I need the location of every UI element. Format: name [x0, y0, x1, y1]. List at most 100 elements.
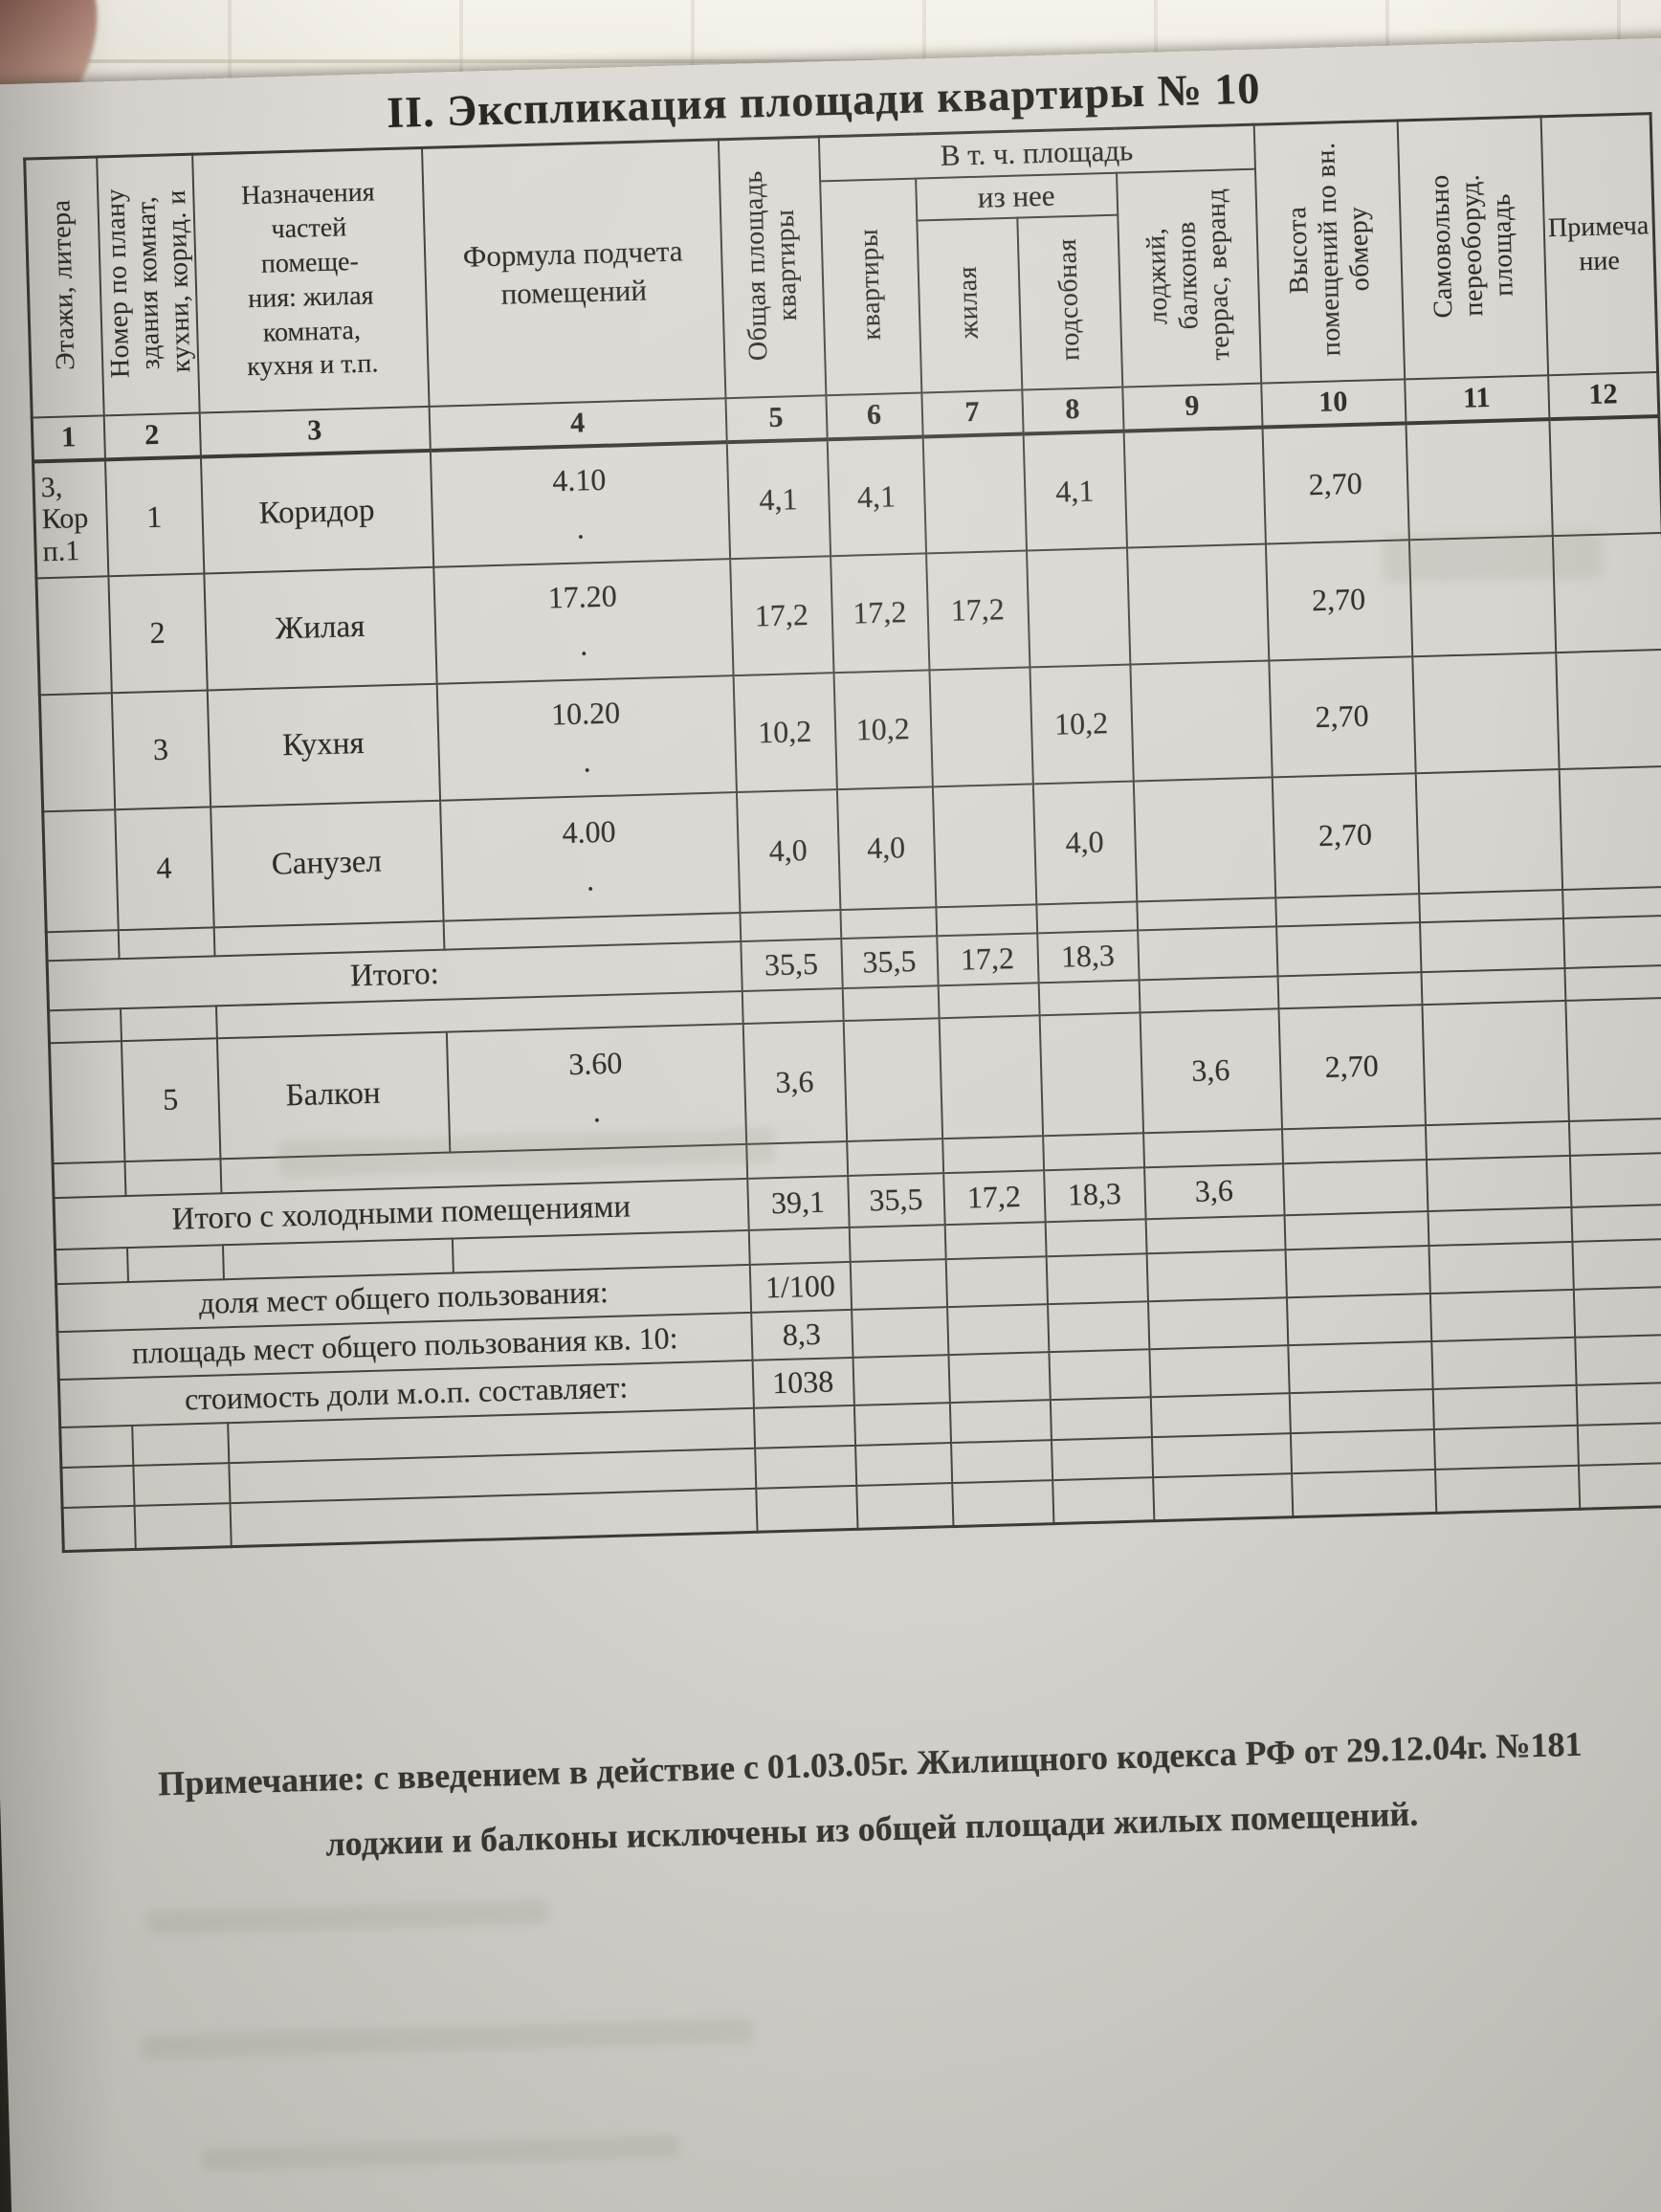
unauthorized-area-cell [1411, 652, 1560, 773]
empty-cell [1277, 971, 1422, 1008]
living-area-cell [928, 666, 1033, 786]
column-number: 3 [199, 406, 431, 457]
empty-cell [839, 906, 937, 939]
share-value-cell: 1/100 [749, 1261, 852, 1313]
column-number: 2 [103, 412, 201, 459]
empty-cell [55, 1247, 128, 1284]
total-area-cell: 35,5 [740, 938, 843, 991]
page-content: II. Экспликация площади квартиры № 10 Эт… [0, 35, 1661, 1887]
empty-cell [938, 982, 1040, 1018]
empty-cell [1042, 1132, 1144, 1170]
empty-cell [1421, 967, 1565, 1005]
room-name-cell: Кухня [207, 683, 440, 807]
room-name-cell: Санузел [210, 800, 444, 927]
plan-number-cell: 4 [114, 806, 214, 930]
empty-cell [1142, 1128, 1283, 1167]
empty-cell [849, 1224, 946, 1262]
room-name-cell: Коридор [200, 450, 433, 574]
empty-cell [59, 1425, 133, 1468]
total-area-cell: 4,1 [726, 438, 830, 559]
empty-cell: Номер по плану здания комнат, кухни, кор… [100, 188, 196, 379]
empty-cell [1419, 918, 1564, 972]
auxiliary-area-cell: 4,1 [1023, 431, 1127, 551]
empty-cell [1274, 893, 1420, 926]
empty-cell [1433, 1425, 1579, 1470]
empty-cell [1291, 1469, 1436, 1517]
empty-cell [1427, 1206, 1572, 1246]
empty-cell [951, 1479, 1053, 1527]
header-height: Высота помещений по вн. обмеру [1253, 121, 1405, 384]
empty-cell [1147, 1296, 1288, 1349]
empty-cell [1045, 1218, 1147, 1256]
empty-cell [853, 1402, 951, 1446]
empty-cell [1275, 921, 1422, 976]
apartment-area-cell: 4,0 [836, 785, 936, 910]
empty-cell [1577, 1422, 1661, 1466]
empty-cell [748, 1227, 851, 1265]
empty-cell [1286, 1293, 1431, 1345]
share-value-cell: 1038 [752, 1357, 854, 1408]
empty-cell [1432, 1384, 1578, 1429]
empty-cell [1289, 1388, 1434, 1433]
balcony-area-cell [1123, 427, 1266, 548]
empty-cell [126, 1244, 224, 1282]
empty-cell: Самовольно переоборуд. площадь [1424, 173, 1519, 320]
empty-cell [53, 1161, 125, 1198]
empty-cell [854, 1442, 952, 1486]
empty-cell [1050, 1396, 1152, 1440]
unauthorized-area-cell [1405, 418, 1553, 540]
empty-cell [1576, 1382, 1661, 1426]
empty-cell [842, 984, 940, 1021]
header-formula: Формула подчета помещений [421, 139, 725, 407]
empty-cell [46, 929, 120, 961]
empty-cell [753, 1405, 855, 1449]
document-page: II. Экспликация площади квартиры № 10 Эт… [0, 34, 1661, 2212]
auxiliary-area-cell: 18,3 [1036, 929, 1140, 983]
empty-cell [1568, 1117, 1661, 1156]
empty-cell [742, 987, 844, 1024]
empty-cell [1151, 1432, 1292, 1477]
apartment-area-cell: 17,2 [830, 552, 929, 673]
room-name-cell: Жилая [203, 566, 437, 690]
height-cell: 2,70 [1272, 772, 1419, 897]
empty-cell [1152, 1472, 1293, 1521]
empty-cell: квартиры [853, 228, 887, 341]
column-number: 6 [825, 392, 923, 439]
header-group-of-it: из нее [915, 172, 1118, 221]
empty-cell [852, 1354, 950, 1405]
footnote: Примечание: с введением в действие с 01.… [123, 1711, 1619, 1883]
empty-cell [1046, 1252, 1148, 1304]
living-area-cell [939, 1014, 1043, 1139]
empty-cell [120, 1005, 217, 1041]
empty-cell: Общая площадь квартиры [738, 169, 804, 362]
balcony-area-cell [1133, 776, 1275, 901]
empty-cell [754, 1445, 856, 1489]
note-cell [1559, 765, 1661, 890]
empty-cell [946, 1303, 1049, 1355]
balcony-area-cell: 3,6 [1140, 1007, 1282, 1133]
empty-cell [1284, 1210, 1428, 1250]
auxiliary-area-cell: 18,3 [1043, 1166, 1146, 1222]
bleed-through-smudge [140, 2018, 754, 2060]
living-area-cell: 17,2 [925, 550, 1030, 670]
empty-cell [1569, 1152, 1661, 1207]
height-cell: 2,70 [1262, 422, 1409, 544]
auxiliary-area-cell: 4,0 [1032, 780, 1137, 904]
height-cell: 2,70 [1268, 655, 1416, 777]
empty-cell [48, 1007, 122, 1043]
empty-cell [850, 1258, 947, 1310]
empty-cell [134, 1502, 232, 1550]
empty-cell [1573, 1286, 1661, 1338]
apartment-area-cell: 4,1 [827, 436, 926, 556]
floor-cell: 3, Кор п.1 [33, 458, 108, 578]
floor-cell [42, 808, 119, 932]
empty-cell [1429, 1289, 1575, 1341]
empty-cell [1578, 1462, 1661, 1510]
header-room-purpose: Назначения частей помеще- ния: жилая ком… [191, 147, 430, 413]
floor-cell [39, 692, 115, 811]
empty-cell [945, 1255, 1048, 1307]
empty-cell [1561, 886, 1661, 918]
empty-cell: подсобная [1052, 237, 1086, 362]
apartment-area-cell: 35,5 [840, 935, 939, 988]
empty-cell: Этажи, литера [46, 199, 81, 371]
